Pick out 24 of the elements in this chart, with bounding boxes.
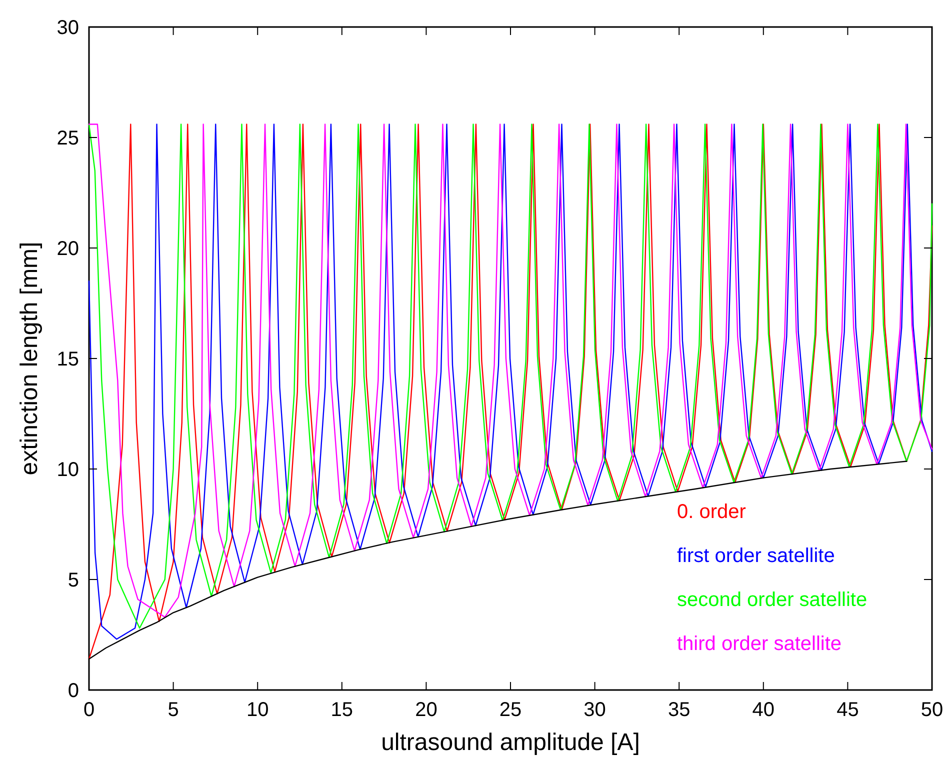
y-tick-label: 5 [68,570,79,592]
x-tick-label: 25 [499,699,522,721]
x-tick-label: 15 [330,699,354,721]
series-label: 0. order [677,501,746,523]
x-tick-label: 0 [83,699,95,721]
x-tick-label: 30 [584,699,606,721]
x-axis-title: ultrasound amplitude [A] [381,729,640,756]
x-tick-label: 20 [415,699,438,721]
text: first order satellite [677,545,835,567]
y-tick-label: 20 [56,238,79,260]
y-axis-title: extinction length [mm] [16,242,43,476]
y-tick-label: 0 [68,680,79,702]
x-tick-label: 10 [246,699,269,721]
text: second order satellite [677,589,868,611]
y-tick-label: 25 [56,128,79,150]
x-tick-label: 35 [668,699,690,721]
text: third order satellite [677,633,842,655]
x-tick-label: 5 [168,699,179,721]
x-tick-label: 50 [920,699,944,721]
y-tick-label: 10 [56,459,79,481]
x-tick-label: 40 [752,699,775,721]
x-tick-label: 45 [836,699,859,721]
y-tick-label: 30 [56,17,79,39]
y-tick-label: 15 [56,348,79,370]
